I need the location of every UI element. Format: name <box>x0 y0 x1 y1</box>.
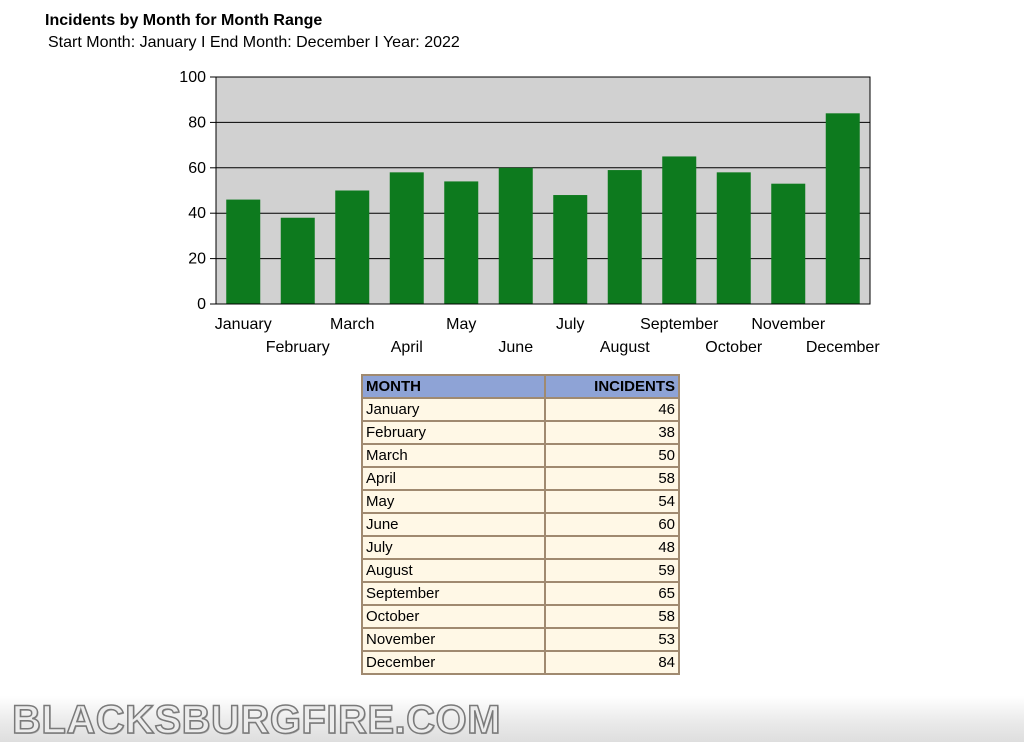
cell-month: April <box>361 466 546 491</box>
watermark: BLACKSBURGFIRE.COM <box>11 697 501 743</box>
x-tick-label: August <box>600 339 650 356</box>
cell-month: October <box>361 604 546 629</box>
plot-border <box>215 76 871 305</box>
cell-incidents: 53 <box>544 627 680 652</box>
table-header-row: MONTH INCIDENTS <box>361 374 680 399</box>
cell-month: September <box>361 581 546 606</box>
cell-month: May <box>361 489 546 514</box>
table-row: February 38 <box>361 420 680 445</box>
x-tick-label: January <box>215 316 272 333</box>
chart-subtitle: Start Month: January I End Month: Decemb… <box>48 34 460 51</box>
x-tick-label: October <box>705 339 763 356</box>
x-tick-label: May <box>446 316 476 333</box>
cell-incidents: 46 <box>544 397 680 422</box>
bar-june <box>498 167 533 304</box>
column-header-incidents: INCIDENTS <box>544 374 680 399</box>
x-tick-label: September <box>640 316 719 333</box>
cell-month: November <box>361 627 546 652</box>
cell-incidents: 48 <box>544 535 680 560</box>
bar-may <box>444 181 479 304</box>
table-row: October 58 <box>361 604 680 629</box>
incidents-table: MONTH INCIDENTS January 46 February 38 March… <box>361 374 680 675</box>
table-row: January 46 <box>361 397 680 422</box>
bar-october <box>716 172 751 304</box>
table-row: April 58 <box>361 466 680 491</box>
cell-incidents: 65 <box>544 581 680 606</box>
bar-february <box>280 217 315 304</box>
x-tick-label: April <box>391 339 423 356</box>
bar-january <box>226 199 261 304</box>
cell-incidents: 60 <box>544 512 680 537</box>
bar-december <box>825 113 860 304</box>
y-tick-label: 60 <box>188 160 206 177</box>
table-row: March 50 <box>361 443 680 468</box>
bar-august <box>607 170 642 304</box>
column-header-month: MONTH <box>361 374 546 399</box>
y-tick-label: 80 <box>188 114 206 131</box>
cell-month: February <box>361 420 546 445</box>
cell-incidents: 54 <box>544 489 680 514</box>
x-tick-label: February <box>266 339 330 356</box>
y-tick-label: 20 <box>188 251 206 268</box>
bar-november <box>771 183 806 304</box>
cell-month: December <box>361 650 546 675</box>
cell-month: June <box>361 512 546 537</box>
x-tick-label: March <box>330 316 374 333</box>
x-tick-label: December <box>806 339 880 356</box>
watermark-band <box>0 696 1024 742</box>
cell-month: January <box>361 397 546 422</box>
bar-march <box>335 190 370 304</box>
table-row: June 60 <box>361 512 680 537</box>
cell-incidents: 38 <box>544 420 680 445</box>
table-row: November 53 <box>361 627 680 652</box>
table-row: August 59 <box>361 558 680 583</box>
y-tick-label: 0 <box>197 296 206 313</box>
cell-incidents: 59 <box>544 558 680 583</box>
table-row: July 48 <box>361 535 680 560</box>
plot-area <box>216 77 870 304</box>
cell-month: March <box>361 443 546 468</box>
cell-incidents: 84 <box>544 650 680 675</box>
x-tick-label: July <box>556 316 584 333</box>
table-row: December 84 <box>361 650 680 675</box>
y-tick-label: 40 <box>188 205 206 222</box>
y-tick-label: 100 <box>179 69 206 86</box>
cell-incidents: 50 <box>544 443 680 468</box>
bar-april <box>389 172 424 304</box>
bar-july <box>553 195 588 304</box>
chart-title: Incidents by Month for Month Range <box>45 12 323 29</box>
cell-month: August <box>361 558 546 583</box>
bar-september <box>662 156 697 304</box>
table-row: September 65 <box>361 581 680 606</box>
cell-month: July <box>361 535 546 560</box>
table-body: January 46 February 38 March 50 April 58 May 54 Ju… <box>361 397 680 675</box>
x-tick-label: June <box>498 339 533 356</box>
cell-incidents: 58 <box>544 604 680 629</box>
cell-incidents: 58 <box>544 466 680 491</box>
x-tick-label: November <box>751 316 825 333</box>
table-row: May 54 <box>361 489 680 514</box>
